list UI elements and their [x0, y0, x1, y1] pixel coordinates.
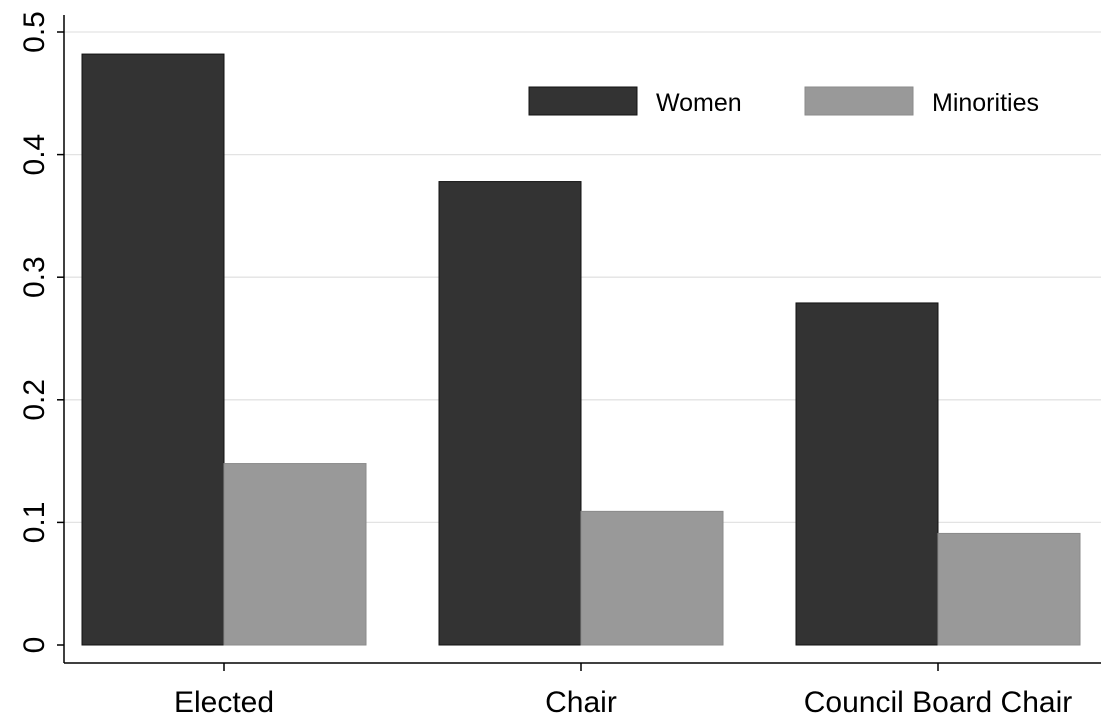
bar-women-elected [81, 53, 225, 646]
x-tick-label: Council Board Chair [804, 686, 1072, 719]
bars [81, 53, 1081, 646]
y-tick-label: 0.2 [18, 379, 51, 421]
axes [63, 15, 1101, 664]
legend-swatch-minorities [804, 86, 914, 116]
y-tick-label: 0.3 [18, 256, 51, 298]
bar-minorities-chair [580, 510, 724, 646]
y-tick-label: 0.5 [18, 11, 51, 53]
bar-minorities-council-board-chair [937, 532, 1081, 646]
y-ticks: 0 0.1 0.2 0.3 0.4 0.5 [18, 11, 64, 653]
bar-minorities-elected [223, 463, 367, 646]
legend-label-minorities: Minorities [932, 89, 1039, 117]
x-tick-label: Elected [174, 686, 274, 719]
bar-women-chair [438, 181, 582, 646]
legend: Women Minorities [528, 86, 1039, 117]
legend-label-women: Women [656, 89, 742, 117]
legend-swatch-women [528, 86, 638, 116]
x-tick-label: Chair [545, 686, 617, 719]
bar-women-council-board-chair [795, 302, 939, 646]
y-tick-label: 0.1 [18, 502, 51, 544]
y-tick-label: 0.4 [18, 134, 51, 176]
x-ticks: Elected Chair Council Board Chair [174, 663, 1072, 719]
y-tick-label: 0 [18, 637, 51, 654]
